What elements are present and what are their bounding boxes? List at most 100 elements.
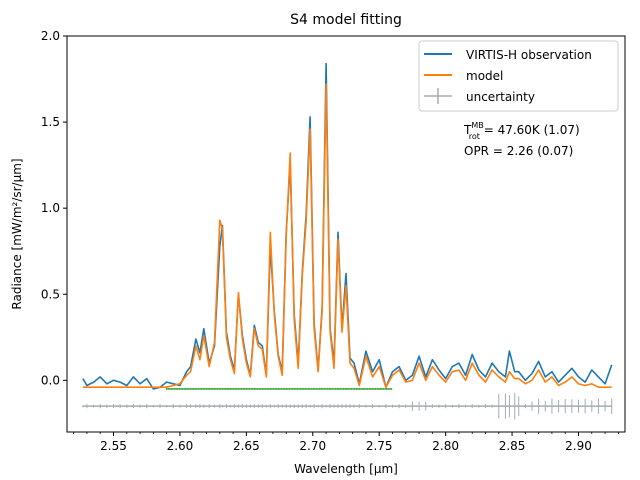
fit-band-point bbox=[274, 388, 276, 390]
fit-band-point bbox=[240, 388, 243, 390]
fit-band-point bbox=[317, 388, 319, 390]
fit-band-point bbox=[215, 388, 217, 390]
fit-band-point bbox=[269, 388, 272, 390]
fit-band-point bbox=[315, 388, 318, 390]
fit-band-point bbox=[172, 388, 174, 390]
fit-band-point bbox=[219, 388, 222, 390]
fit-band-point bbox=[204, 388, 206, 390]
fit-band-point bbox=[298, 388, 300, 390]
fit-band-point bbox=[329, 388, 332, 390]
fit-band-point bbox=[291, 388, 294, 390]
fit-band-point bbox=[347, 388, 350, 390]
fit-band-point bbox=[237, 388, 240, 390]
fit-band-point bbox=[168, 388, 171, 390]
y-tick-label: 0.0 bbox=[41, 373, 60, 387]
observation-line bbox=[82, 62, 613, 390]
fit-band-point bbox=[170, 388, 173, 390]
fit-band-point bbox=[369, 388, 372, 390]
fit-band-point bbox=[243, 388, 246, 390]
fit-band-point bbox=[331, 388, 334, 390]
fit-band-point bbox=[377, 388, 380, 390]
fit-band-point bbox=[283, 388, 286, 390]
fit-band-point bbox=[165, 388, 168, 390]
fit-band-point bbox=[376, 388, 378, 390]
fit-band-point bbox=[309, 388, 312, 390]
fit-band-point bbox=[186, 388, 189, 390]
legend-box bbox=[418, 40, 619, 112]
fit-band-point bbox=[264, 388, 267, 390]
uncertainty-layer bbox=[82, 392, 613, 420]
y-tick-label: 1.5 bbox=[41, 115, 60, 129]
fit-band-point bbox=[270, 388, 273, 390]
fit-band-point bbox=[379, 388, 382, 390]
x-tick-label: 2.80 bbox=[432, 439, 459, 453]
fit-band-point bbox=[205, 388, 208, 390]
fit-band-point bbox=[360, 388, 363, 390]
fit-band-point bbox=[251, 388, 254, 390]
fit-band-point bbox=[357, 388, 359, 390]
fit-band-point bbox=[221, 388, 224, 390]
fit-band-point bbox=[290, 388, 292, 390]
fit-band-point bbox=[253, 388, 256, 390]
fit-band-point bbox=[302, 388, 305, 390]
fit-band-point bbox=[178, 388, 181, 390]
fit-band-point bbox=[382, 388, 385, 390]
fit-band-point bbox=[336, 388, 339, 390]
fit-band-point bbox=[275, 388, 278, 390]
x-axis-label: Wavelength [μm] bbox=[294, 462, 398, 476]
fit-band-point bbox=[180, 388, 182, 390]
fit-band-point bbox=[181, 388, 184, 390]
fit-band-point bbox=[167, 388, 170, 390]
fit-band-point bbox=[365, 388, 367, 390]
y-tick-label: 0.5 bbox=[41, 287, 60, 301]
fit-band-point bbox=[358, 388, 361, 390]
fit-band-point bbox=[176, 388, 179, 390]
fit-band-point bbox=[318, 388, 321, 390]
fit-band-point bbox=[242, 388, 245, 390]
x-tick-label: 2.65 bbox=[233, 439, 260, 453]
fit-band-point bbox=[261, 388, 264, 390]
fit-band-point bbox=[210, 388, 213, 390]
annotation-opr: OPR = 2.26 (0.07) bbox=[464, 144, 573, 158]
x-tick-label: 2.60 bbox=[167, 439, 194, 453]
fit-band-point bbox=[239, 388, 241, 390]
fit-band-point bbox=[333, 388, 335, 390]
legend-label-model: model bbox=[466, 69, 503, 83]
fit-band-point bbox=[175, 388, 178, 390]
legend-label-uncertainty: uncertainty bbox=[466, 90, 535, 104]
fit-band-point bbox=[192, 388, 195, 390]
legend-label-observation: VIRTIS-H observation bbox=[466, 48, 592, 62]
fit-band-point bbox=[183, 388, 186, 390]
fit-band-point bbox=[250, 388, 253, 390]
fit-band-point bbox=[196, 388, 198, 390]
fit-band-point bbox=[286, 388, 289, 390]
fit-band-point bbox=[285, 388, 288, 390]
fit-band-point bbox=[373, 388, 375, 390]
fit-band-point bbox=[188, 388, 190, 390]
fit-band-point bbox=[194, 388, 197, 390]
fit-band-point bbox=[199, 388, 202, 390]
fit-band-point bbox=[294, 388, 297, 390]
x-tick-label: 2.75 bbox=[366, 439, 393, 453]
fit-band-point bbox=[307, 388, 310, 390]
fit-band-point bbox=[277, 388, 280, 390]
fit-band-point bbox=[310, 388, 313, 390]
annotation-trot-sup: MB bbox=[471, 121, 483, 130]
fit-band-point bbox=[350, 388, 353, 390]
x-tick-label: 2.85 bbox=[499, 439, 526, 453]
fit-band-point bbox=[280, 388, 283, 390]
fit-band-point bbox=[231, 388, 233, 390]
fit-band-point bbox=[213, 388, 216, 390]
fit-band-point bbox=[259, 388, 262, 390]
fit-band-point bbox=[248, 388, 251, 390]
fit-band-point bbox=[341, 388, 343, 390]
fit-band-point bbox=[325, 388, 327, 390]
x-tick-label: 2.70 bbox=[299, 439, 326, 453]
fit-band-point bbox=[312, 388, 315, 390]
fit-band-point bbox=[197, 388, 200, 390]
fit-band-point bbox=[339, 388, 342, 390]
fit-band-point bbox=[320, 388, 323, 390]
fit-band-point bbox=[235, 388, 238, 390]
x-axis: 2.55 2.60 2.65 2.70 2.75 2.80 2.85 2.90 bbox=[73, 432, 619, 453]
fit-band-point bbox=[374, 388, 377, 390]
